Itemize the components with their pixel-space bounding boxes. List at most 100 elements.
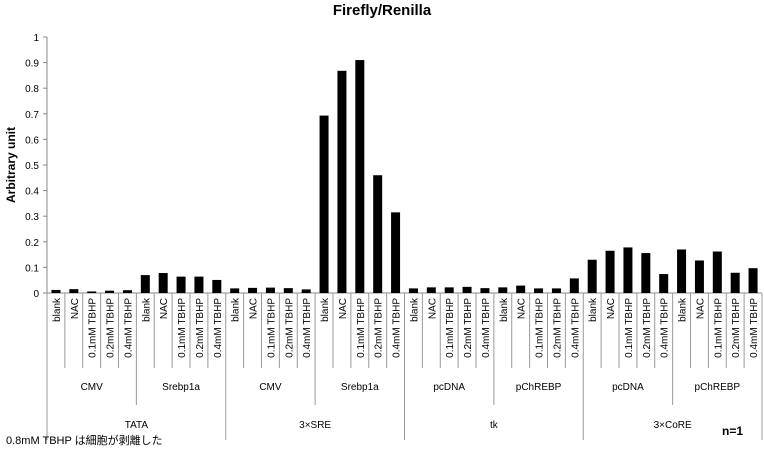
y-tick-label: 0.8 [25, 84, 39, 95]
bar [426, 287, 436, 293]
subgroup-label: pcDNA [433, 382, 465, 393]
bar [694, 260, 704, 293]
x-tick-label: 0.2mM TBHP [642, 298, 653, 358]
group-label: tk [490, 420, 499, 431]
x-tick-label: 0.1mM TBHP [177, 298, 188, 358]
x-tick-label: 0.1mM TBHP [713, 298, 724, 358]
x-tick-label: 0.2mM TBHP [552, 298, 563, 358]
y-tick-label: 0.2 [25, 238, 39, 249]
y-tick-label: 1 [33, 33, 39, 44]
group-label: 3×CoRE [654, 420, 692, 431]
bar [248, 287, 258, 293]
x-tick-label: 0.2mM TBHP [463, 298, 474, 358]
x-tick-label: blank [231, 297, 242, 322]
bar [712, 251, 722, 293]
bar [569, 278, 579, 293]
bar [587, 259, 597, 293]
x-tick-label: NAC [695, 298, 706, 319]
bar [408, 288, 418, 293]
bar [391, 212, 401, 293]
subgroup-label: CMV [81, 382, 104, 393]
x-tick-label: 0.4mM TBHP [570, 298, 581, 358]
y-tick-label: 0.1 [25, 263, 39, 274]
subgroup-label: Srebp1a [162, 382, 200, 393]
x-tick-label: blank [588, 297, 599, 322]
y-tick-label: 0.9 [25, 59, 39, 70]
x-tick-label: 0.4mM TBHP [660, 298, 671, 358]
bar [87, 291, 97, 293]
x-tick-label: 0.2mM TBHP [284, 298, 295, 358]
x-tick-label: 0.2mM TBHP [374, 298, 385, 358]
x-tick-label: 0.1mM TBHP [356, 298, 367, 358]
x-tick-label: NAC [517, 298, 528, 319]
bar [319, 115, 329, 293]
y-tick-label: 0 [33, 289, 39, 300]
footnote: 0.8mM TBHP は細胞が剥離した [6, 435, 163, 447]
x-tick-label: NAC [606, 298, 617, 319]
bar [212, 279, 222, 293]
bar [140, 275, 150, 293]
x-tick-label: 0.4mM TBHP [481, 298, 492, 358]
x-tick-label: blank [52, 297, 63, 322]
n-label: n=1 [722, 424, 744, 438]
subgroup-label: pChREBP [516, 382, 562, 393]
chart-title: Firefly/Renilla [332, 2, 432, 19]
x-tick-label: blank [409, 297, 420, 322]
bar [355, 60, 365, 293]
bar [641, 253, 651, 293]
y-tick-label: 0.4 [25, 187, 39, 198]
bar [373, 175, 383, 293]
y-tick-label: 0.7 [25, 110, 39, 121]
x-tick-label: 0.4mM TBHP [213, 298, 224, 358]
x-tick-label: NAC [70, 298, 81, 319]
bar [498, 287, 508, 293]
bar [51, 289, 61, 293]
x-tick-label: NAC [249, 298, 260, 319]
bar [122, 290, 132, 293]
x-tick-label: blank [499, 297, 510, 322]
bar [444, 287, 454, 293]
x-tick-label: blank [141, 297, 152, 322]
x-tick-label: 0.4mM TBHP [392, 298, 403, 358]
subgroup-label: pChREBP [695, 382, 741, 393]
bar [730, 272, 740, 293]
bar [176, 276, 186, 293]
x-tick-label: 0.2mM TBHP [195, 298, 206, 358]
bar [534, 288, 544, 293]
x-tick-label: 0.1mM TBHP [624, 298, 635, 358]
bar [105, 290, 115, 293]
bar [748, 268, 758, 293]
x-tick-label: blank [320, 297, 331, 322]
bar [337, 70, 347, 294]
y-tick-label: 0.3 [25, 212, 39, 223]
bar [480, 288, 490, 293]
bar [194, 276, 204, 293]
group-label: TATA [125, 420, 149, 431]
x-tick-label: 0.1mM TBHP [445, 298, 456, 358]
x-tick-label: 0.2mM TBHP [731, 298, 742, 358]
x-tick-label: NAC [159, 298, 170, 319]
subgroup-label: CMV [259, 382, 282, 393]
subgroup-label: Srebp1a [341, 382, 379, 393]
x-tick-label: 0.4mM TBHP [123, 298, 134, 358]
x-tick-label: NAC [338, 298, 349, 319]
y-tick-label: 0.5 [25, 161, 39, 172]
bar [516, 285, 526, 293]
bar [230, 288, 240, 293]
x-tick-label: blank [678, 297, 689, 322]
x-tick-label: 0.4mM TBHP [749, 298, 760, 358]
bar [677, 249, 687, 293]
y-axis-label: Arbitrary unit [4, 127, 18, 203]
group-label: 3×SRE [299, 420, 331, 431]
bar [462, 286, 472, 293]
x-tick-label: 0.1mM TBHP [88, 298, 99, 358]
bar [659, 274, 669, 293]
x-tick-label: 0.1mM TBHP [535, 298, 546, 358]
bar [301, 289, 311, 293]
subgroup-label: pcDNA [612, 382, 644, 393]
bar [69, 289, 79, 293]
bar [265, 287, 275, 293]
x-tick-label: 0.1mM TBHP [266, 298, 277, 358]
